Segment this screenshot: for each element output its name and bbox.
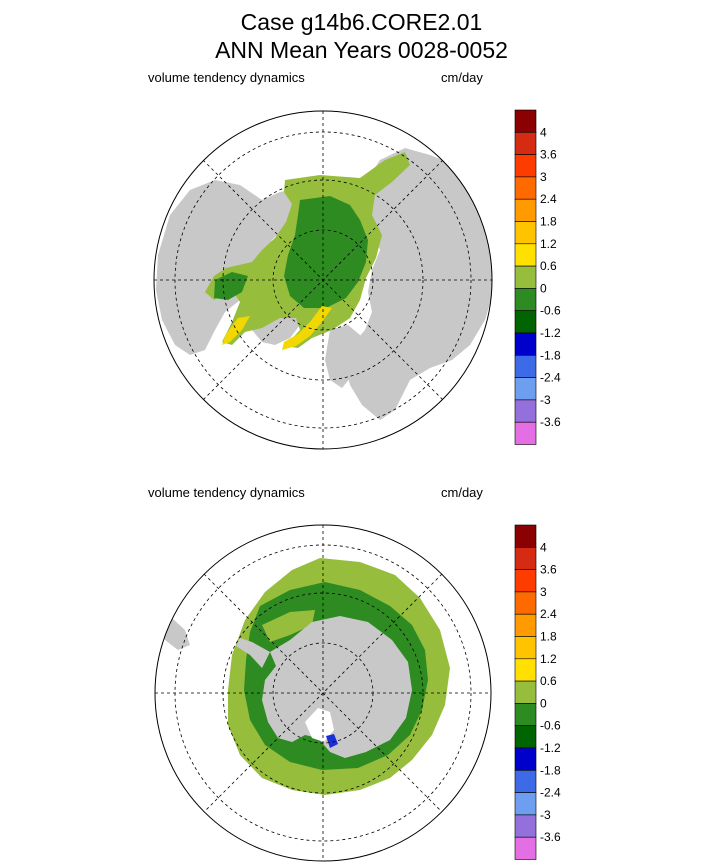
north-colorbar: 4 3.6 3 2.4 1.8 1.2 0.6 0 -0.6 -1.2 -1.8 -2.4 -3 -3.6 [514, 109, 561, 445]
north-colorbar-swatch [514, 154, 537, 178]
south-ross-iceshelf [305, 708, 334, 742]
north-scandinavia-land [325, 325, 365, 388]
south-field-label: volume tendency dynamics [148, 485, 305, 500]
south-colorbar-swatch [514, 680, 537, 704]
south-colorbar-swatch [514, 524, 537, 548]
north-colorbar-tick-label: -3 [540, 393, 551, 407]
north-colorbar-swatch [514, 109, 537, 133]
north-colorbar-swatch [514, 176, 537, 200]
north-eurasia-land [340, 148, 492, 420]
south-colorbar-tick-label: 3 [540, 585, 547, 599]
south-map-border [154, 524, 492, 862]
north-units-label: cm/day [441, 70, 483, 85]
figure-title-line-1: Case g14b6.CORE2.01 [240, 9, 483, 35]
south-colorbar-tick-label: 1.8 [540, 630, 557, 644]
south-colorbar-tick-label: -0.6 [540, 719, 561, 733]
north-colorbar-swatch [514, 265, 537, 289]
south-colorbar-swatch [514, 769, 537, 793]
south-colorbar-tick-label: -1.2 [540, 741, 561, 755]
south-colorbar-tick-label: 0.6 [540, 674, 557, 688]
south-colorbar-swatch [514, 591, 537, 615]
north-ice-eastgreenland-yellow [282, 306, 332, 350]
south-colorbar-swatch [514, 747, 537, 771]
south-colorbar-tick-label: 1.2 [540, 652, 557, 666]
south-colorbar-swatch [514, 613, 537, 637]
south-colorbar-swatch [514, 703, 537, 727]
south-units-label: cm/day [441, 485, 483, 500]
south-polar-map [154, 524, 492, 862]
south-colorbar-tick-label: -3.6 [540, 830, 561, 844]
south-colorbar-tick-label: -1.8 [540, 763, 561, 777]
north-colorbar-tick-label: 3.6 [540, 148, 557, 162]
north-map-border [153, 110, 493, 450]
north-colorbar-swatch [514, 198, 537, 222]
north-colorbar-swatch [514, 399, 537, 423]
north-colorbar-tick-label: 4 [540, 125, 547, 139]
south-colorbar-tick-label: 2.4 [540, 607, 557, 621]
south-colorbar-swatch [514, 792, 537, 816]
south-colorbar-tick-label: 0 [540, 696, 547, 710]
south-colorbar-swatch [514, 636, 537, 660]
north-colorbar-tick-label: 0.6 [540, 259, 557, 273]
north-colorbar-swatch [514, 288, 537, 311]
south-colorbar-swatch [514, 546, 537, 570]
south-ice-weddell-light [262, 610, 315, 642]
south-colorbar-swatch [514, 814, 537, 838]
north-colorbar-tick-label: -0.6 [540, 304, 561, 318]
south-colorbar-tick-label: -3 [540, 808, 551, 822]
figure-title-line-2: ANN Mean Years 0028-0052 [215, 37, 508, 63]
north-colorbar-swatch [514, 243, 537, 267]
north-colorbar-tick-label: -2.4 [540, 371, 561, 385]
north-colorbar-swatch [514, 221, 537, 245]
south-colorbar-swatch [514, 658, 537, 682]
north-colorbar-swatch [514, 421, 537, 445]
north-colorbar-swatch [514, 377, 537, 401]
north-colorbar-tick-label: -1.2 [540, 326, 561, 340]
north-colorbar-swatch [514, 354, 537, 378]
north-colorbar-tick-label: 1.8 [540, 215, 557, 229]
south-colorbar: 4 3.6 3 2.4 1.8 1.2 0.6 0 -0.6 -1.2 -1.8 -2.4 -3 -3.6 [514, 524, 561, 860]
south-colorbar-tick-label: 3.6 [540, 563, 557, 577]
north-graticule [154, 111, 492, 449]
south-colorbar-swatch [514, 725, 537, 749]
north-colorbar-tick-label: 1.2 [540, 237, 557, 251]
north-colorbar-tick-label: 3 [540, 170, 547, 184]
south-antarctica-land [262, 616, 412, 758]
north-polar-map [153, 110, 493, 450]
north-colorbar-tick-label: 0 [540, 281, 547, 295]
north-colorbar-swatch [514, 132, 537, 155]
north-ice-chukchi-band [368, 158, 405, 192]
north-colorbar-swatch [514, 310, 537, 334]
north-colorbar-tick-label: 2.4 [540, 192, 557, 206]
north-colorbar-tick-label: -3.6 [540, 415, 561, 429]
south-peninsula-land [236, 638, 270, 668]
south-colorbar-swatch [514, 836, 537, 860]
south-graticule [155, 525, 491, 861]
north-colorbar-tick-label: -1.8 [540, 348, 561, 362]
north-ice-baffin-band [214, 272, 248, 300]
north-field-label: volume tendency dynamics [148, 70, 305, 85]
south-colorbar-tick-label: -2.4 [540, 786, 561, 800]
north-colorbar-swatch [514, 332, 537, 356]
south-colorbar-tick-label: 4 [540, 540, 547, 554]
north-ice-labrador-yellow [222, 316, 250, 345]
south-colorbar-swatch [514, 569, 537, 593]
south-ice-ross-blue [326, 734, 338, 748]
